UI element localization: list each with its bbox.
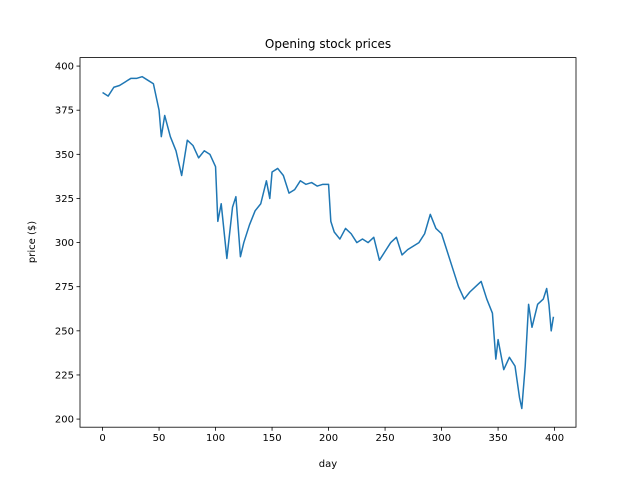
y-tick-label: 275 <box>55 282 74 293</box>
y-tick-label: 225 <box>55 370 74 381</box>
plot-frame <box>79 57 577 428</box>
y-axis-label: price ($) <box>27 221 38 263</box>
x-tick-label: 400 <box>545 433 564 444</box>
x-tick-label: 200 <box>319 433 338 444</box>
line-series <box>102 75 555 410</box>
x-tick-label: 50 <box>153 433 166 444</box>
y-tick-label: 350 <box>55 150 74 161</box>
y-tick-label: 250 <box>55 326 74 337</box>
y-tick-label: 375 <box>55 106 74 117</box>
y-tick-label: 200 <box>55 415 74 426</box>
x-tick-label: 100 <box>206 433 225 444</box>
y-tick-label: 300 <box>55 238 74 249</box>
x-tick-label: 300 <box>432 433 451 444</box>
x-tick-label: 350 <box>489 433 508 444</box>
y-tick-label: 400 <box>55 62 74 73</box>
x-axis-label: day <box>319 459 337 470</box>
x-tick-label: 150 <box>263 433 282 444</box>
y-tick-label: 325 <box>55 194 74 205</box>
x-tick-label: 250 <box>376 433 395 444</box>
x-tick-label: 0 <box>99 433 105 444</box>
chart-title: Opening stock prices <box>265 37 391 51</box>
